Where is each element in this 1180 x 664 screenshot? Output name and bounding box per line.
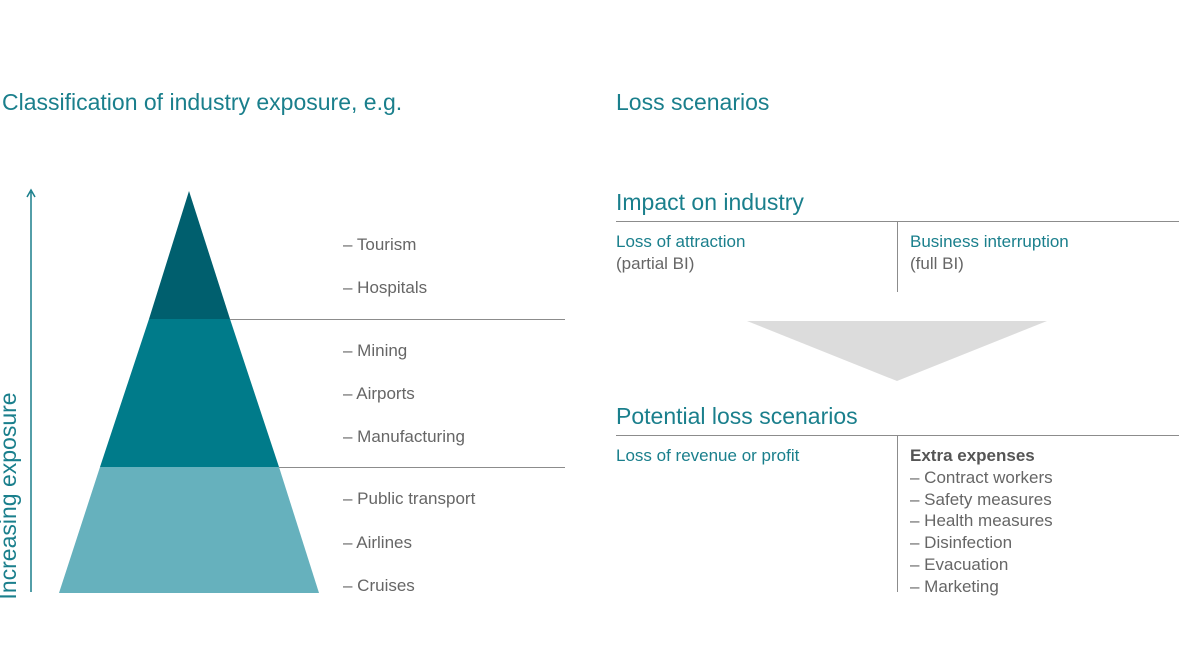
- axis-arrow-icon: [26, 188, 36, 592]
- pyramid-tier-top: [149, 191, 230, 319]
- expense-item: – Contract workers: [910, 468, 1053, 487]
- expense-item: – Marketing: [910, 576, 999, 596]
- tier-item-public-transport: – Public transport: [343, 489, 476, 508]
- tier-divider-top: [230, 319, 565, 320]
- tier-item-airlines: – Airlines: [343, 533, 412, 552]
- expense-item: – Evacuation: [910, 554, 1009, 574]
- loss-of-attraction-label: Loss of attraction: [616, 232, 746, 251]
- expense-item: – Safety measures: [910, 489, 1052, 509]
- tier-divider-bottom: [279, 467, 565, 468]
- tier-item-tourism: – Tourism: [343, 235, 417, 254]
- loss-of-revenue-label: Loss of revenue or profit: [616, 446, 800, 465]
- expense-item: – Disinfection: [910, 533, 1013, 553]
- potential-column-divider: [897, 436, 898, 592]
- impact-rule: [616, 221, 1179, 222]
- tier-item-cruises: – Cruises: [343, 576, 415, 595]
- loss-scenarios-title: Loss scenarios: [616, 89, 770, 115]
- expense-item: – Health measures: [910, 511, 1053, 531]
- pyramid-tier-middle: [100, 319, 279, 467]
- potential-heading: Potential loss scenarios: [616, 403, 858, 429]
- impact-column-divider: [897, 222, 898, 292]
- partial-bi-label: (partial BI): [616, 254, 695, 273]
- exposure-title: Classification of industry exposure, e.g…: [2, 89, 403, 115]
- tier-item-airports: – Airports: [343, 384, 415, 403]
- tier-item-manufacturing: – Manufacturing: [343, 427, 465, 446]
- full-bi-label: (full BI): [910, 254, 964, 273]
- potential-rule: [616, 435, 1179, 436]
- down-arrow-icon: [747, 321, 1047, 381]
- business-interruption-label: Business interruption: [910, 232, 1069, 251]
- pyramid-tier-bottom: [59, 467, 319, 593]
- tier-item-mining: – Mining: [343, 341, 408, 360]
- extra-expenses-list: – Contract workers – Safety measures – H…: [910, 467, 1053, 597]
- exposure-pyramid: [59, 191, 319, 593]
- tier-item-hospitals: – Hospitals: [343, 278, 428, 297]
- impact-heading: Impact on industry: [616, 189, 804, 215]
- extra-expenses-heading: Extra expenses: [910, 446, 1035, 465]
